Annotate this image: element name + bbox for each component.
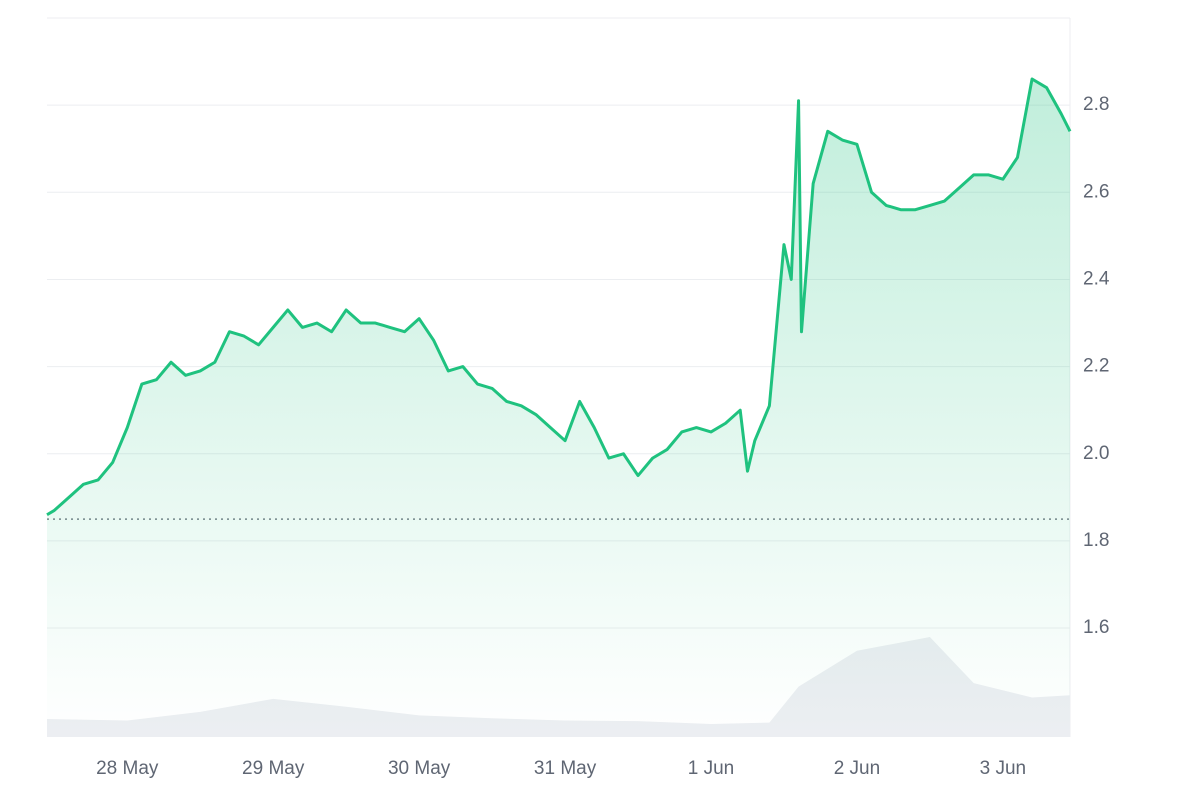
y-tick-label: 1.8 bbox=[1083, 530, 1109, 551]
y-tick-label: 2.0 bbox=[1083, 443, 1109, 464]
x-tick-label: 29 May bbox=[242, 758, 305, 779]
x-tick-label: 1 Jun bbox=[688, 758, 734, 779]
price-area bbox=[47, 79, 1070, 738]
price-line bbox=[46, 77, 1072, 517]
x-tick-label: 31 May bbox=[534, 758, 597, 779]
y-tick-label: 2.4 bbox=[1083, 268, 1110, 289]
x-tick-label: 2 Jun bbox=[834, 758, 880, 779]
y-tick-label: 2.2 bbox=[1083, 356, 1109, 377]
y-tick-label: 2.8 bbox=[1083, 94, 1109, 115]
x-tick-label: 28 May bbox=[96, 758, 159, 779]
x-tick-label: 30 May bbox=[388, 758, 451, 779]
x-tick-label: 3 Jun bbox=[980, 758, 1026, 779]
y-tick-label: 1.6 bbox=[1083, 617, 1109, 638]
y-tick-label: 2.6 bbox=[1083, 181, 1109, 202]
